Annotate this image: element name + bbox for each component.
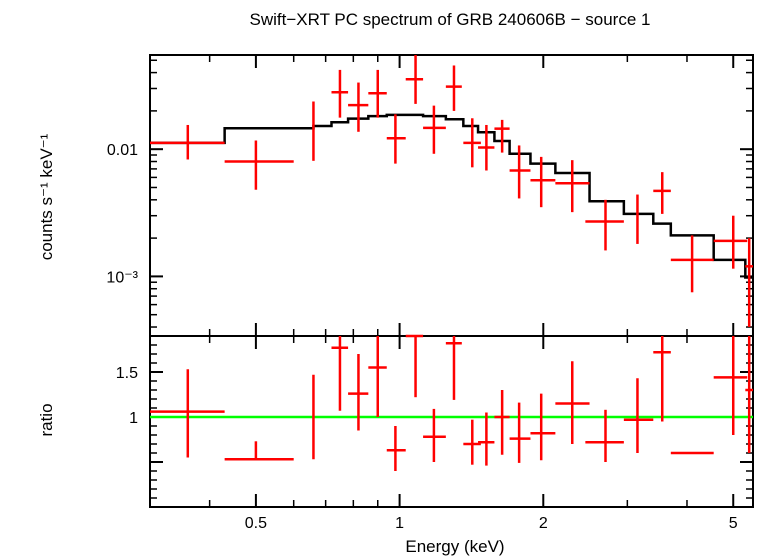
ratio-data-point [386, 426, 406, 471]
spectrum-data-point [423, 105, 446, 154]
y-axis-label-ratio: ratio [37, 403, 56, 436]
spectrum-y-tick-label: 0.01 [107, 142, 138, 159]
spectrum-panel: 0.01 10⁻³ [106, 54, 754, 337]
x-tick-label: 0.5 [245, 515, 267, 532]
spectrum-data-point [713, 215, 748, 269]
ratio-data-point [713, 336, 748, 435]
ratio-data-point [445, 336, 462, 400]
spectrum-data-point [670, 235, 714, 293]
ratio-frame [149, 335, 754, 508]
spectrum-data-point [745, 238, 753, 328]
ratio-data-point [368, 336, 387, 417]
spectrum-data-point [405, 55, 424, 104]
ratio-data-point [423, 408, 446, 462]
spectrum-data-point [653, 172, 671, 214]
ratio-data-point [224, 441, 294, 461]
x-axis-label: Energy (keV) [405, 537, 504, 556]
ratio-data-point [555, 361, 590, 444]
x-tick-label: 5 [729, 515, 738, 532]
spectrum-data-point [530, 156, 556, 208]
spectrum-data-point [509, 145, 531, 199]
ratio-data-point [530, 393, 556, 461]
ratio-data-point [150, 369, 225, 458]
ratio-data-point [331, 336, 349, 411]
spectrum-y-tick-label: 10⁻³ [106, 269, 138, 286]
ratio-data-point [745, 336, 753, 453]
ratio-data-point [405, 334, 424, 398]
spectrum-data-point [386, 114, 406, 164]
spectrum-data-point [368, 69, 387, 118]
ratio-data-point [494, 390, 510, 455]
x-tick-label: 2 [539, 515, 548, 532]
ratio-data-point [623, 378, 654, 453]
spectrum-data-point [585, 199, 624, 251]
y-axis-label-top: counts s⁻¹ keV⁻¹ [37, 133, 56, 260]
ratio-data-point [478, 412, 495, 466]
ratio-data-point [348, 354, 369, 431]
spectrum-data-point [150, 124, 225, 160]
ratio-y-tick-label: 1 [129, 410, 138, 427]
spectrum-data-point [494, 119, 510, 153]
spectrum-data-point [445, 65, 462, 111]
spectrum-data-point [463, 118, 481, 168]
spectrum-data-point [555, 160, 590, 213]
ratio-data-point [585, 409, 624, 462]
ratio-panel: 0.5 1 2 5 1.5 1 [116, 334, 754, 532]
ratio-data-point [509, 402, 531, 463]
ratio-data-point [463, 419, 481, 465]
x-tick-label: 1 [395, 515, 404, 532]
model-curve [150, 113, 753, 279]
spectrum-data-point [478, 124, 495, 171]
spectrum-data-point [331, 69, 349, 118]
ratio-data-point [653, 336, 671, 422]
spectrum-data-point [224, 140, 294, 190]
ratio-y-tick-label: 1.5 [116, 365, 138, 382]
chart-title: Swift−XRT PC spectrum of GRB 240606B − s… [250, 10, 651, 29]
spectrum-data-point [348, 82, 369, 132]
